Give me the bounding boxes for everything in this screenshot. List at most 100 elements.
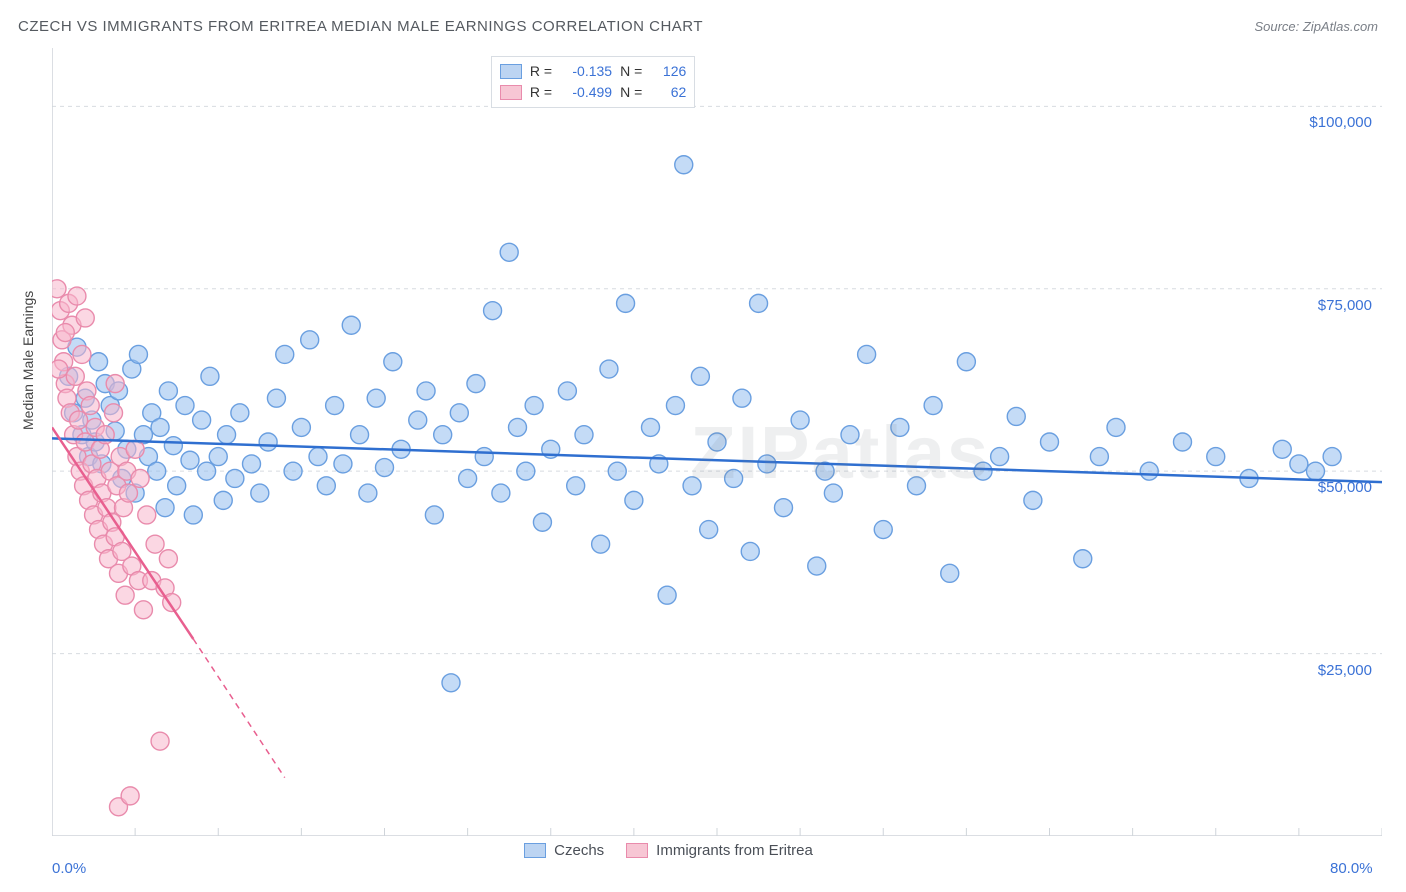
czechs-point	[974, 462, 992, 480]
czechs-point	[425, 506, 443, 524]
czechs-point	[159, 382, 177, 400]
czechs-point	[750, 294, 768, 312]
legend-swatch	[500, 64, 522, 79]
czechs-point	[434, 426, 452, 444]
y-tick-label: $50,000	[1292, 479, 1372, 496]
czechs-point	[1041, 433, 1059, 451]
czechs-point	[841, 426, 859, 444]
corr-n-label: N =	[620, 82, 642, 103]
y-tick-label: $75,000	[1292, 297, 1372, 314]
legend-item: Czechs	[524, 842, 604, 859]
czechs-point	[741, 542, 759, 560]
czechs-point	[991, 448, 1009, 466]
czechs-point	[276, 345, 294, 363]
czechs-point	[334, 455, 352, 473]
scatter-plot	[52, 48, 1382, 836]
czechs-point	[733, 389, 751, 407]
czechs-point	[700, 521, 718, 539]
y-tick-label: $25,000	[1292, 662, 1372, 679]
czechs-point	[284, 462, 302, 480]
x-axis-max-label: 80.0%	[1330, 860, 1373, 877]
czechs-point	[459, 469, 477, 487]
czechs-point	[683, 477, 701, 495]
czechs-point	[1207, 448, 1225, 466]
czechs-point	[176, 397, 194, 415]
corr-n-label: N =	[620, 61, 642, 82]
czechs-point	[231, 404, 249, 422]
eritrea-point	[131, 469, 149, 487]
eritrea-point	[52, 360, 68, 378]
czechs-point	[301, 331, 319, 349]
czechs-point	[1140, 462, 1158, 480]
czechs-point	[251, 484, 269, 502]
czechs-point	[342, 316, 360, 334]
czechs-point	[600, 360, 618, 378]
czechs-point	[417, 382, 435, 400]
czechs-point	[666, 397, 684, 415]
czechs-point	[1323, 448, 1341, 466]
czechs-point	[201, 367, 219, 385]
czechs-point	[292, 418, 310, 436]
czechs-point	[351, 426, 369, 444]
czechs-point	[467, 375, 485, 393]
czechs-point	[891, 418, 909, 436]
czechs-point	[129, 345, 147, 363]
czechs-point	[164, 437, 182, 455]
czechs-point	[484, 302, 502, 320]
correlation-legend: R =-0.135N =126R =-0.499N =62	[491, 56, 695, 108]
eritrea-point	[106, 375, 124, 393]
czechs-point	[148, 462, 166, 480]
eritrea-point	[119, 484, 137, 502]
czechs-point	[758, 455, 776, 473]
corr-r-label: R =	[530, 82, 552, 103]
czechs-point	[617, 294, 635, 312]
czechs-point	[808, 557, 826, 575]
czechs-point	[243, 455, 261, 473]
czechs-point	[567, 477, 585, 495]
eritrea-point	[138, 506, 156, 524]
czechs-point	[1290, 455, 1308, 473]
czechs-point	[259, 433, 277, 451]
czechs-point	[184, 506, 202, 524]
chart-title: CZECH VS IMMIGRANTS FROM ERITREA MEDIAN …	[18, 18, 703, 35]
czechs-point	[725, 469, 743, 487]
corr-r-label: R =	[530, 61, 552, 82]
czechs-point	[509, 418, 527, 436]
czechs-point	[500, 243, 518, 261]
czechs-point	[209, 448, 227, 466]
czechs-point	[858, 345, 876, 363]
czechs-point	[533, 513, 551, 531]
eritrea-point	[66, 367, 84, 385]
eritrea-point	[56, 324, 74, 342]
eritrea-point	[73, 345, 91, 363]
czechs-point	[658, 586, 676, 604]
czechs-point	[575, 426, 593, 444]
eritrea-point	[76, 309, 94, 327]
czechs-point	[317, 477, 335, 495]
corr-legend-row: R =-0.135N =126	[500, 61, 686, 82]
legend-swatch	[626, 843, 648, 858]
x-axis-min-label: 0.0%	[52, 860, 86, 877]
source-attribution: Source: ZipAtlas.com	[1254, 19, 1378, 34]
czechs-point	[475, 448, 493, 466]
czechs-point	[359, 484, 377, 502]
czechs-point	[442, 674, 460, 692]
czechs-point	[450, 404, 468, 422]
legend-label: Immigrants from Eritrea	[656, 842, 813, 859]
czechs-point	[409, 411, 427, 429]
eritrea-point	[159, 550, 177, 568]
eritrea-point	[81, 397, 99, 415]
czechs-point	[1174, 433, 1192, 451]
czechs-point	[625, 491, 643, 509]
czechs-point	[267, 389, 285, 407]
czechs-point	[198, 462, 216, 480]
y-tick-label: $100,000	[1292, 114, 1372, 131]
czechs-point	[218, 426, 236, 444]
czechs-point	[824, 484, 842, 502]
eritrea-point	[121, 787, 139, 805]
czechs-point	[691, 367, 709, 385]
czechs-point	[608, 462, 626, 480]
czechs-point	[376, 459, 394, 477]
corr-r-value: -0.499	[560, 82, 612, 103]
eritrea-point	[151, 732, 169, 750]
